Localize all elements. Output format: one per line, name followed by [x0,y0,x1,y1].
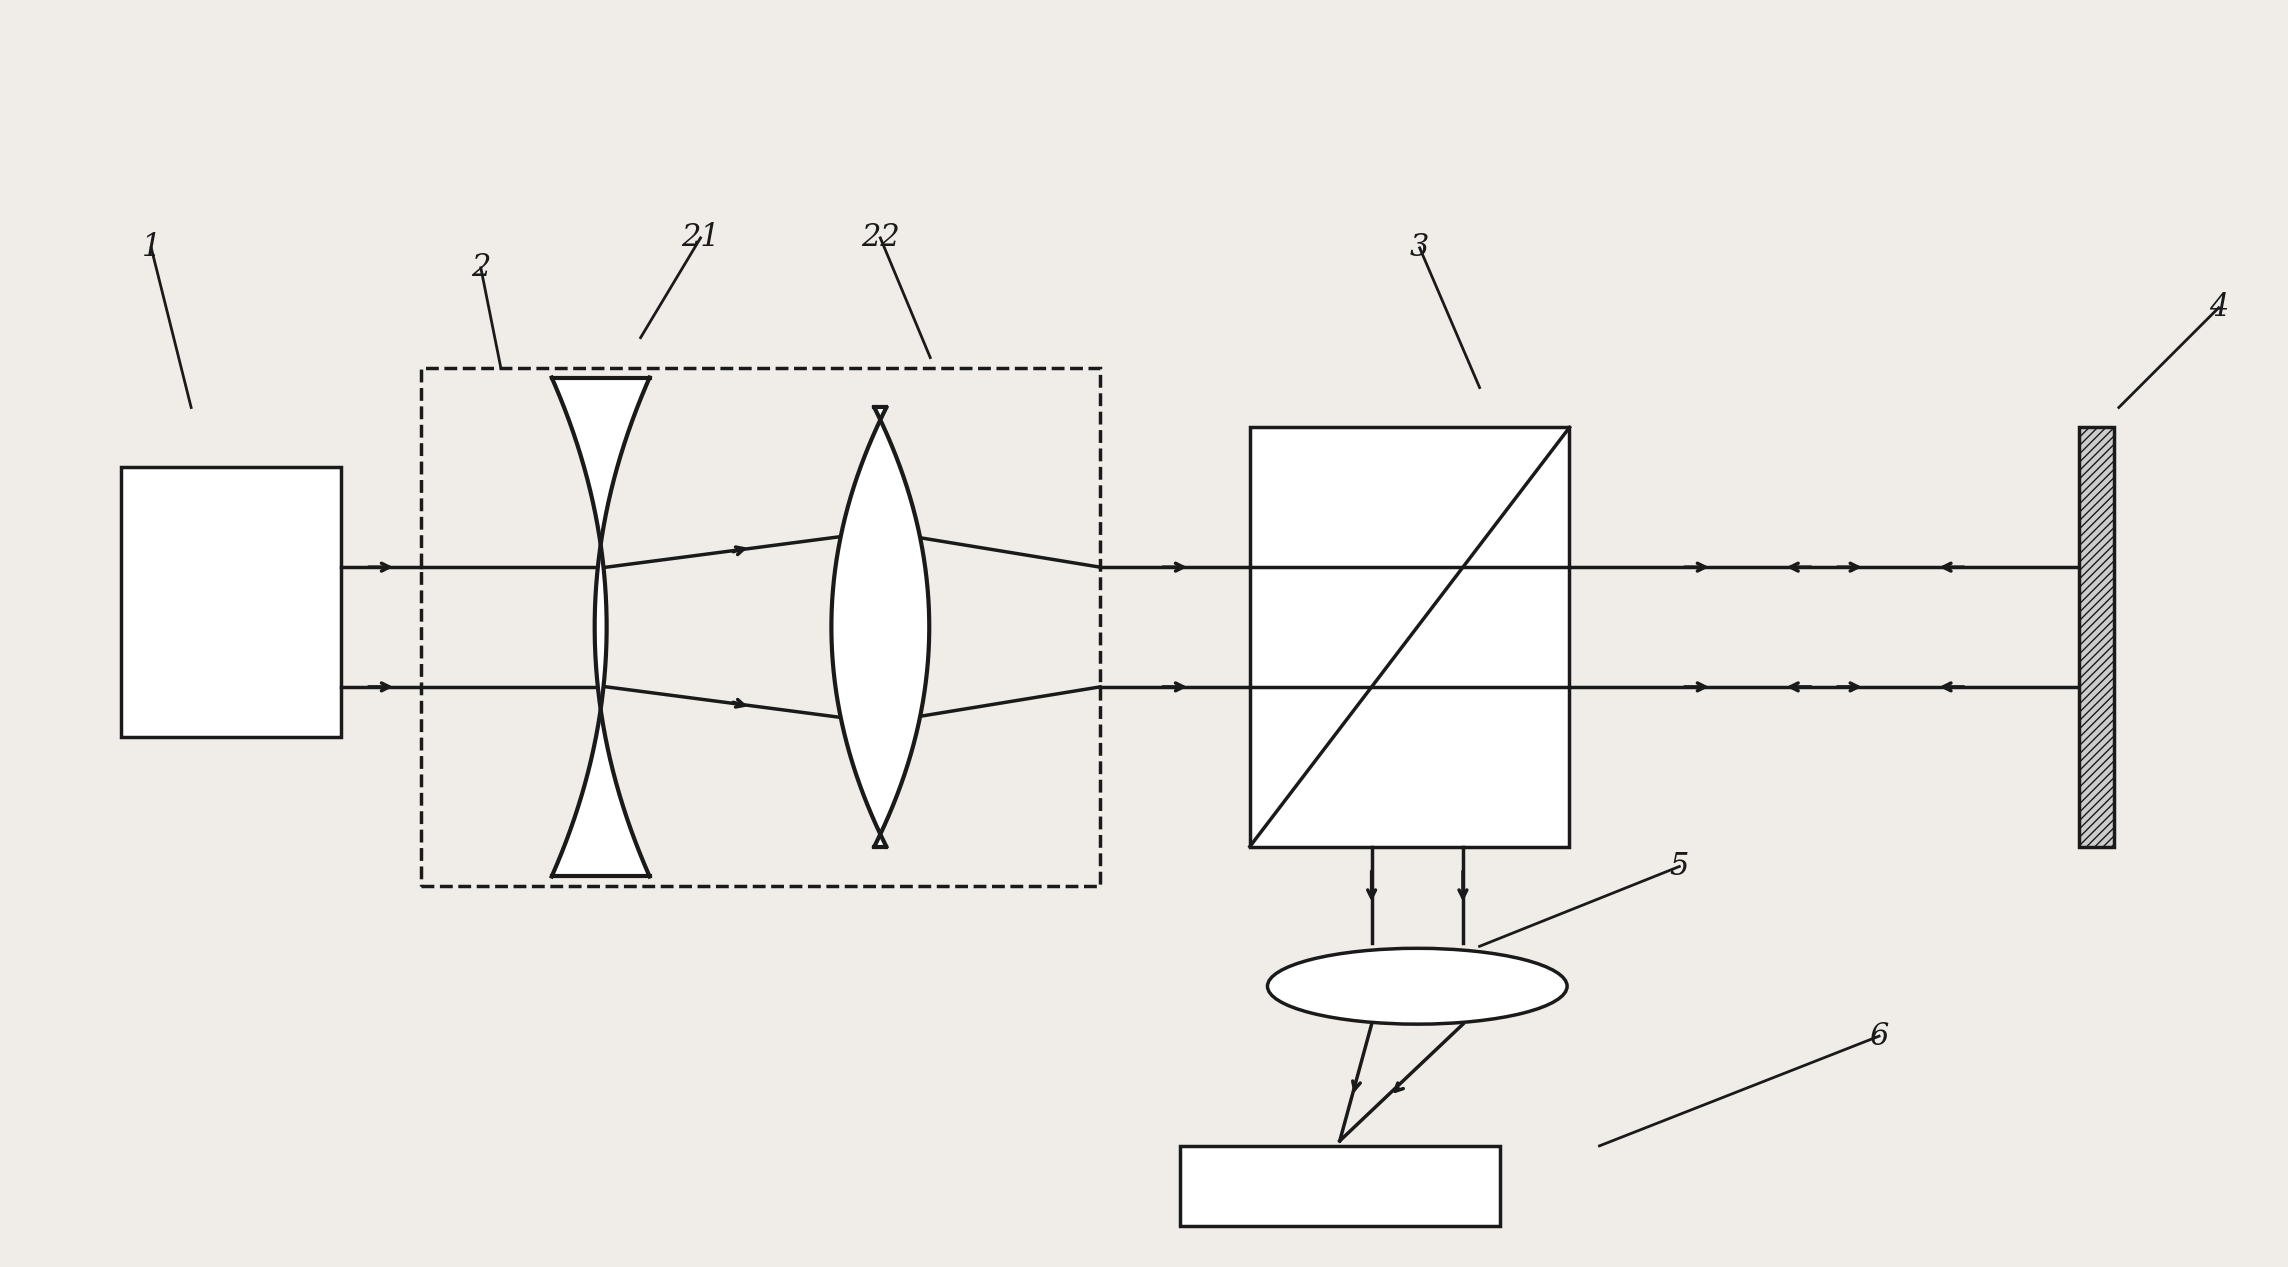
Bar [421,367,1101,887]
Text: 3: 3 [1409,232,1430,264]
Text: 6: 6 [1869,1021,1890,1052]
Bar [2080,427,2114,846]
Bar [1249,427,1570,846]
Text: 1: 1 [142,232,160,264]
Text: 5: 5 [1670,851,1689,882]
Polygon shape [831,408,929,846]
Bar [121,468,341,737]
Bar [2080,427,2114,846]
Text: 22: 22 [860,223,899,253]
Text: 4: 4 [2208,293,2229,323]
Text: 21: 21 [682,223,721,253]
Text: 2: 2 [471,252,490,284]
Ellipse shape [1268,948,1567,1024]
Polygon shape [551,378,650,877]
Bar [1181,1145,1499,1225]
